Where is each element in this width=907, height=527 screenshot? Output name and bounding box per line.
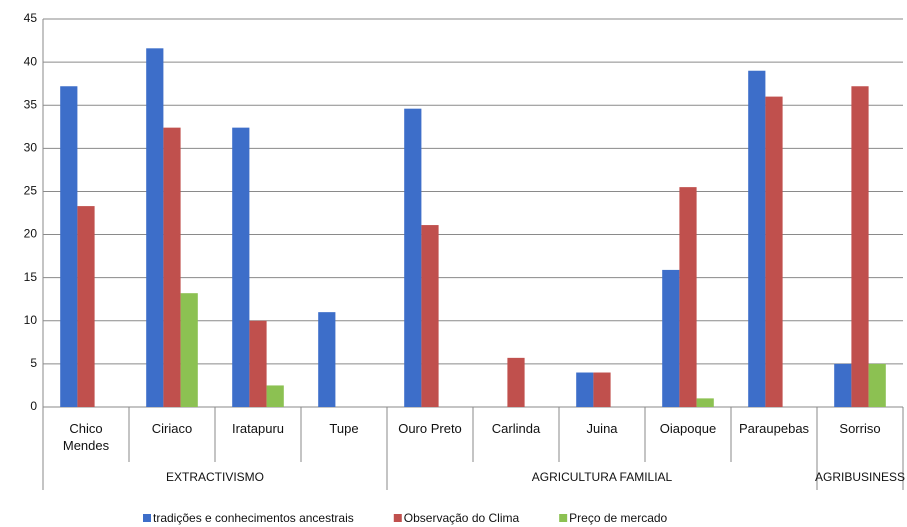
bar <box>593 372 611 407</box>
x-tick-label: Iratapuru <box>231 421 285 436</box>
bar <box>266 385 284 407</box>
bar <box>180 293 198 407</box>
bar <box>318 312 336 407</box>
bar <box>232 127 250 407</box>
y-tick-label: 30 <box>24 141 38 155</box>
x-tick-label: Juina <box>586 421 618 436</box>
x-tick-label: Ouro Preto <box>398 421 462 436</box>
bar <box>146 48 164 408</box>
bar <box>60 86 78 408</box>
bar <box>679 187 697 407</box>
legend-swatch <box>393 514 402 522</box>
x-tick-label: Paraupebas <box>738 421 810 436</box>
y-tick-label: 20 <box>24 227 38 241</box>
y-tick-label: 45 <box>24 11 38 25</box>
bar <box>77 206 95 407</box>
y-tick-label: 25 <box>24 184 38 198</box>
bar <box>576 372 594 407</box>
y-tick-label: 15 <box>24 270 38 284</box>
group-label: AGRIBUSINESS <box>815 470 905 484</box>
x-tick-label: Tupe <box>329 421 359 436</box>
bar <box>748 70 766 407</box>
legend-swatch <box>559 514 568 522</box>
y-tick-label: 0 <box>30 399 37 413</box>
bar <box>421 225 439 407</box>
bar <box>404 108 422 407</box>
x-tick-label: Sorriso <box>839 421 881 436</box>
group-label: EXTRACTIVISMO <box>166 470 264 484</box>
legend-label: tradições e conhecimentos ancestrais <box>153 511 354 525</box>
y-tick-label: 35 <box>24 97 38 111</box>
legend-swatch <box>143 514 151 522</box>
x-tick-label: Oiapoque <box>659 421 717 436</box>
x-tick-label: Chico Mendes <box>62 421 110 453</box>
bar <box>834 363 852 407</box>
legend-label: Observação do Clima <box>404 511 520 525</box>
bar <box>765 96 783 407</box>
y-tick-label: 5 <box>30 356 37 370</box>
x-tick-label: Carlinda <box>491 421 541 436</box>
y-tick-label: 40 <box>24 54 38 68</box>
group-label: AGRICULTURA FAMILIAL <box>532 470 673 484</box>
x-tick-label: Ciriaco <box>151 421 193 436</box>
bar <box>507 357 525 407</box>
bar <box>249 320 267 407</box>
bar <box>868 363 886 407</box>
y-tick-label: 10 <box>24 313 38 327</box>
legend-label: Preço de mercado <box>569 511 667 525</box>
bar <box>696 398 714 407</box>
bar <box>662 269 680 407</box>
bar <box>851 86 869 408</box>
bar <box>163 127 181 407</box>
